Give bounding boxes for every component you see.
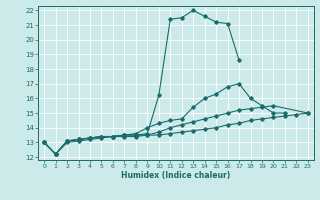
X-axis label: Humidex (Indice chaleur): Humidex (Indice chaleur)	[121, 171, 231, 180]
